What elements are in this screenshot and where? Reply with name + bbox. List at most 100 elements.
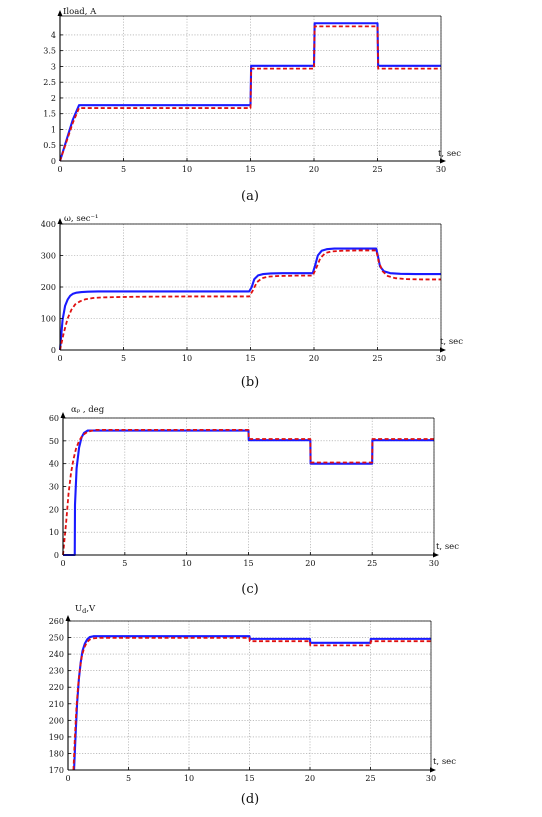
panel-c-y-tick-label: 20 <box>49 505 59 514</box>
panel-d-x-axis-label: t, sec <box>433 757 456 767</box>
panel-a-series-dashed <box>59 25 441 162</box>
panel-b-x-tick-label: 30 <box>436 354 446 363</box>
panel-d-x-tick-label: 20 <box>305 774 315 783</box>
panel-a-axes <box>57 10 446 164</box>
panel-c-y-tick-label: 0 <box>54 551 59 560</box>
panel-b-y-axis-label: ω, sec⁻¹ <box>64 214 98 224</box>
panel-a-series <box>58 22 441 162</box>
panel-c-caption: (c) <box>241 582 258 597</box>
panel-b-axes <box>57 218 446 353</box>
panel-d-axes <box>65 615 436 773</box>
panel-a-x-tick-label: 20 <box>309 165 319 174</box>
panel-d-y-axis-label: Ud,V <box>75 604 96 615</box>
panel-c-tick-labels: 0 5 10 15 20 25 30 0 10 20 30 40 50 60 <box>49 414 439 568</box>
panel-a-y-tick-label: 1.5 <box>43 110 56 119</box>
panel-d-y-tick-label: 250 <box>49 634 64 643</box>
panel-c-y-tick-label: 30 <box>49 483 59 492</box>
panel-d-x-axis-arrow <box>430 767 436 773</box>
panel-d-series-dashed <box>72 636 431 771</box>
panel-b-caption: (b) <box>241 375 259 390</box>
panel-a-x-tick-label: 10 <box>182 165 192 174</box>
panel-c-y-axis-arrow <box>60 412 66 418</box>
panel-b-y-tick-label: 400 <box>41 220 56 229</box>
panel-a-x-tick-label: 5 <box>121 165 126 174</box>
panel-d-y-axis-label-main: U <box>75 604 82 614</box>
panel-d: 0 5 10 15 20 25 30 170 180 190 200 210 220 230 240 250 2… <box>49 604 456 807</box>
panel-a-x-axis-arrow <box>440 158 446 164</box>
panel-c-x-tick-label: 5 <box>122 559 127 568</box>
panel-d-x-tick-label: 25 <box>365 774 375 783</box>
panel-d-x-tick-label: 5 <box>126 774 131 783</box>
panel-d-x-tick-label: 15 <box>244 774 254 783</box>
panel-d-x-tick-label: 30 <box>426 774 436 783</box>
panel-c-axes <box>60 412 439 558</box>
panel-b-x-tick-label: 0 <box>57 354 62 363</box>
panel-b-x-tick-label: 25 <box>372 354 382 363</box>
panel-a-x-tick-label: 25 <box>372 165 382 174</box>
panel-d-caption: (d) <box>241 792 259 807</box>
panel-a-y-tick-label: 0.5 <box>43 141 56 150</box>
panel-a-y-tick-label: 4 <box>51 31 56 40</box>
panel-a-y-tick-label: 3.5 <box>43 47 56 56</box>
panel-a-x-axis-label: t, sec <box>438 149 461 159</box>
panel-b-series <box>58 247 441 351</box>
panel-d-y-tick-label: 230 <box>49 667 64 676</box>
panel-c-series-dashed <box>62 428 434 556</box>
panel-c-x-tick-label: 15 <box>243 559 253 568</box>
panel-c-x-tick-label: 20 <box>305 559 315 568</box>
panel-d-y-tick-label: 190 <box>49 733 64 742</box>
panel-c-x-axis-label: t, sec <box>436 542 459 552</box>
panel-a-y-axis-arrow <box>57 10 63 16</box>
panel-b-y-tick-label: 300 <box>41 252 56 261</box>
panel-b-y-tick-label: 100 <box>41 315 56 324</box>
panel-b-grid <box>60 223 442 350</box>
panel-b-y-axis-arrow <box>57 218 63 224</box>
panel-c-y-tick-label: 60 <box>49 414 59 423</box>
panel-a-y-tick-label: 2.5 <box>43 78 56 87</box>
panel-a: 0 5 10 15 20 25 30 0 0.5 1 1.5 2 2.5 3 3.5 4 Iload, A t… <box>43 7 461 204</box>
panel-b-series-dashed <box>59 249 441 351</box>
panel-a-y-tick-label: 0 <box>51 157 56 166</box>
panel-d-y-tick-label: 210 <box>49 700 64 709</box>
panel-a-y-tick-label: 3 <box>51 62 56 71</box>
panel-c-x-tick-label: 10 <box>182 559 192 568</box>
panel-b-y-tick-label: 0 <box>51 346 56 355</box>
panel-d-x-tick-label: 0 <box>65 774 70 783</box>
panel-b-x-tick-label: 10 <box>182 354 192 363</box>
panel-b-x-tick-label: 20 <box>309 354 319 363</box>
panel-c-y-tick-label: 40 <box>49 460 59 469</box>
panel-d-grid <box>68 620 432 770</box>
panel-d-y-axis-label-tail: ,V <box>86 604 96 614</box>
panel-b-x-tick-label: 15 <box>245 354 255 363</box>
panel-b-x-tick-label: 5 <box>121 354 126 363</box>
panel-a-y-tick-label: 2 <box>51 94 56 103</box>
panel-a-x-tick-label: 15 <box>245 165 255 174</box>
panel-c-x-axis-arrow <box>433 552 439 558</box>
panel-b-x-axis-label: t, sec <box>440 337 463 347</box>
panel-c-series <box>62 428 434 557</box>
panel-a-x-tick-label: 30 <box>436 165 446 174</box>
panel-c-x-tick-label: 0 <box>60 559 65 568</box>
panel-a-tick-labels: 0 5 10 15 20 25 30 0 0.5 1 1.5 2 2.5 3 3.5 4 <box>43 31 446 174</box>
panel-d-y-tick-label: 220 <box>49 683 64 692</box>
panel-d-tick-labels: 0 5 10 15 20 25 30 170 180 190 200 210 220 230 240 250 2… <box>49 617 436 783</box>
panel-a-y-axis-label: Iload, A <box>63 7 97 17</box>
panel-d-series-solid <box>73 635 431 771</box>
panel-d-y-axis-arrow <box>65 615 71 621</box>
panel-d-y-tick-label: 240 <box>49 650 64 659</box>
panel-b-y-tick-label: 200 <box>41 283 56 292</box>
panel-d-y-tick-label: 260 <box>49 617 64 626</box>
panel-d-y-tick-label: 170 <box>49 766 64 775</box>
panel-a-y-tick-label: 1 <box>51 125 56 134</box>
panel-c-y-axis-label: αₚ , deg <box>71 405 105 415</box>
panel-a-x-tick-label: 0 <box>57 165 62 174</box>
panel-d-y-tick-label: 200 <box>49 716 64 725</box>
panel-c-x-tick-label: 30 <box>429 559 439 568</box>
panel-d-series <box>72 635 431 771</box>
panel-a-caption: (a) <box>241 189 259 204</box>
panel-c: 0 5 10 15 20 25 30 0 10 20 30 40 50 60 αₚ , deg t, se… <box>49 405 459 597</box>
panel-b-x-axis-arrow <box>440 347 446 353</box>
